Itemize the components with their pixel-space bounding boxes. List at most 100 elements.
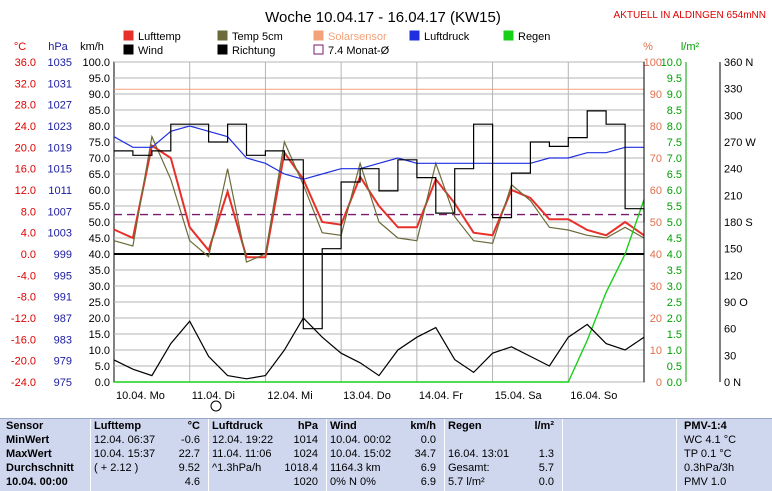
wind-time: 10.04. 15:02 xyxy=(330,448,392,460)
rain-tick-label: 7.0 xyxy=(667,153,682,165)
wind-value: 0.0 xyxy=(420,434,436,446)
rain-tick-label: 10.0 xyxy=(661,57,682,69)
regen-row: Gesamt: 5.7 xyxy=(448,461,558,475)
percent-tick-label: 30 xyxy=(650,281,662,293)
direction-tick-label: 0 N xyxy=(724,377,741,389)
lufttemp-time: 10.04. 15:37 xyxy=(94,448,156,460)
regen-row: 16.04. 13:01 1.3 xyxy=(448,447,558,461)
x-tick-label: 14.04. Fr xyxy=(419,390,463,402)
temp-tick-label: 12.0 xyxy=(15,185,36,197)
legend-swatch xyxy=(503,30,514,41)
rain-tick-label: 5.5 xyxy=(667,201,682,213)
percent-tick-label: 0 xyxy=(656,377,662,389)
pressure-tick-label: 1031 xyxy=(48,78,72,90)
percent-tick-label: 50 xyxy=(650,217,662,229)
lufttemp-row: 12.04. 06:37 -0.6 xyxy=(94,433,204,447)
pmv-row: TP 0.1 °C xyxy=(684,448,732,460)
rain-tick-label: 9.5 xyxy=(667,73,682,85)
pressure-tick-label: 1019 xyxy=(48,142,72,154)
percent-tick-label: 10 xyxy=(650,345,662,357)
wind-tick-label: 5.0 xyxy=(95,361,110,373)
reference-lines xyxy=(114,88,644,255)
direction-tick-label: 240 xyxy=(724,164,742,176)
legend-label: Solarsensor xyxy=(328,31,387,43)
legend-swatch xyxy=(123,44,134,55)
direction-tick-label: 300 xyxy=(724,110,742,122)
legend-swatch xyxy=(217,30,228,41)
percent-tick-label: 20 xyxy=(650,313,662,325)
rain-tick-label: 0.0 xyxy=(667,377,682,389)
x-tick-label: 10.04. Mo xyxy=(116,390,165,402)
wind-tick-label: 70.0 xyxy=(89,153,110,165)
luftdruck-time: ^1.3hPa/h xyxy=(212,462,262,474)
wind-value: 6.9 xyxy=(420,462,436,474)
rain-tick-label: 6.5 xyxy=(667,169,682,181)
temp-tick-label: 36.0 xyxy=(15,57,36,69)
regen-row xyxy=(448,433,558,447)
legend-label: Regen xyxy=(518,31,550,43)
legend-label: Richtung xyxy=(232,45,275,57)
direction-tick-label: 90 O xyxy=(724,297,748,309)
rain-tick-label: 5.0 xyxy=(667,217,682,229)
scroll-handle-icon[interactable] xyxy=(210,400,222,412)
direction-tick-label: 270 W xyxy=(724,137,756,149)
series-line-lufttemp xyxy=(113,144,645,259)
wind-tick-label: 30.0 xyxy=(89,281,110,293)
rain-unit: l/m² xyxy=(681,41,700,53)
rain-tick-label: 1.0 xyxy=(667,345,682,357)
luftdruck-column: Luftdruck hPa 12.04. 19:22 1014 11.04. 11:… xyxy=(212,419,322,491)
pressure-tick-label: 999 xyxy=(54,249,72,261)
rain-tick-label: 3.0 xyxy=(667,281,682,293)
lufttemp-value: 9.52 xyxy=(178,462,200,474)
column-divider xyxy=(444,419,445,491)
legend-label: Wind xyxy=(138,45,163,57)
pressure-tick-label: 991 xyxy=(54,292,72,304)
column-divider xyxy=(208,419,209,491)
chart-title: Woche 10.04.17 - 16.04.17 (KW15) xyxy=(265,9,501,26)
pmv-header: PMV-1:4 xyxy=(684,420,727,432)
luftdruck-title: Luftdruck xyxy=(212,420,263,432)
pressure-tick-label: 1015 xyxy=(48,164,72,176)
pmv-row: PMV 1.0 xyxy=(684,476,727,488)
legend-swatch xyxy=(409,30,420,41)
direction-tick-label: 30 xyxy=(724,350,736,362)
lufttemp-unit: °C xyxy=(187,420,200,432)
temp-tick-label: -8.0 xyxy=(17,292,36,304)
pressure-tick-label: 1007 xyxy=(48,206,72,218)
luftdruck-row: ^1.3hPa/h 1018.4 xyxy=(212,461,322,475)
sensor-row-label: MinWert xyxy=(6,434,50,446)
wind-time: 10.04. 00:02 xyxy=(330,434,392,446)
regen-value: 1.3 xyxy=(538,448,554,460)
luftdruck-value: 1018.4 xyxy=(284,462,318,474)
percent-tick-label: 60 xyxy=(650,185,662,197)
lufttemp-time: ( + 2.12 ) xyxy=(94,462,139,474)
luftdruck-row: 11.04. 11:06 1024 xyxy=(212,447,322,461)
pmv-row: 0.3hPa/3h xyxy=(684,462,735,474)
x-tick-label: 16.04. So xyxy=(570,390,617,402)
wind-tick-label: 65.0 xyxy=(89,169,110,181)
direction-tick-label: 60 xyxy=(724,324,736,336)
lufttemp-title: Lufttemp xyxy=(94,420,142,432)
temp-tick-label: -24.0 xyxy=(11,377,36,389)
sensor-header: Sensor xyxy=(6,420,44,432)
temp-tick-label: 32.0 xyxy=(15,78,36,90)
temp-tick-label: 28.0 xyxy=(15,100,36,112)
direction-tick-label: 120 xyxy=(724,270,742,282)
direction-tick-label: 360 N xyxy=(724,57,753,69)
percent-tick-label: 90 xyxy=(650,89,662,101)
legend-swatch xyxy=(217,44,228,55)
wind-tick-label: 20.0 xyxy=(89,313,110,325)
x-tick-label: 15.04. Sa xyxy=(495,390,543,402)
lufttemp-header: Lufttemp °C xyxy=(94,419,204,433)
wind-tick-label: 35.0 xyxy=(89,265,110,277)
pressure-tick-label: 1023 xyxy=(48,121,72,133)
wind-title: Wind xyxy=(330,420,357,432)
legend: Lufttemp Temp 5cm Solarsensor Luftdruck Rege… xyxy=(123,30,550,57)
rain-tick-label: 8.0 xyxy=(667,121,682,133)
pressure-tick-label: 975 xyxy=(54,377,72,389)
wind-time: 0% N 0% xyxy=(330,476,376,488)
temp-unit: °C xyxy=(14,41,26,53)
lufttemp-value: -0.6 xyxy=(181,434,200,446)
wind-unit: km/h xyxy=(410,420,436,432)
weather-chart: Woche 10.04.17 - 16.04.17 (KW15) AKTUELL… xyxy=(11,9,766,412)
